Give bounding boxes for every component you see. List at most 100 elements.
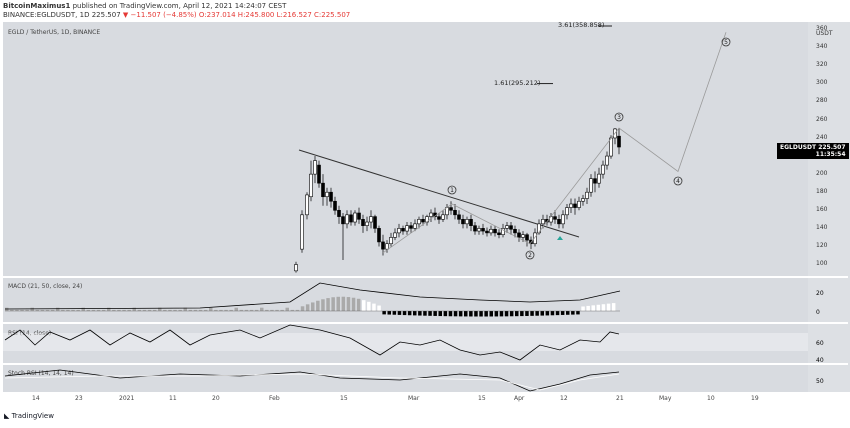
macd-histogram-bar — [280, 309, 284, 311]
macd-histogram-bar — [407, 311, 412, 316]
macd-histogram-bar — [56, 307, 60, 311]
macd-histogram-bar — [576, 311, 580, 315]
macd-histogram-bar — [382, 311, 386, 315]
candle-body — [325, 191, 329, 198]
candle-body — [525, 234, 529, 241]
price-tick: 300 — [816, 79, 828, 87]
candle-body — [481, 228, 485, 232]
macd-histogram-bar — [601, 304, 606, 311]
candle-body — [305, 194, 309, 216]
candle-body — [437, 216, 441, 220]
candle-body — [469, 219, 473, 226]
candle-body — [497, 232, 501, 235]
macd-histogram-bar — [443, 311, 448, 317]
macd-histogram-bar — [61, 309, 65, 311]
macd-histogram-bar — [326, 298, 330, 311]
macd-histogram-bar — [346, 297, 351, 311]
candle-body — [461, 219, 465, 225]
macd-histogram-bar — [81, 307, 85, 311]
macd-histogram-bar — [571, 311, 575, 315]
price-tick: 200 — [816, 169, 828, 177]
macd-histogram-bar — [418, 311, 422, 316]
candle-body — [577, 200, 581, 208]
wave-label-text: 3 — [617, 114, 621, 121]
candle-body — [429, 212, 433, 217]
price-tick: 320 — [816, 61, 828, 69]
macd-label[interactable]: MACD (21, 50, close, 24) — [8, 283, 83, 290]
candle-body — [457, 214, 461, 220]
wave-label-text: 4 — [676, 178, 680, 185]
candle-body — [300, 214, 304, 250]
macd-histogram-bar — [464, 311, 468, 317]
time-tick: 10 — [707, 395, 715, 402]
header-line-2: BINANCE:EGLDUSDT, 1D 225.507 ▼ −11.507 (… — [3, 11, 350, 19]
logo-icon: ◣ — [4, 412, 10, 420]
candle-body — [294, 264, 298, 272]
macd-histogram-bar — [566, 311, 570, 315]
wave-label-circle — [673, 176, 683, 186]
macd-histogram-bar — [397, 311, 402, 315]
candle-body — [349, 214, 353, 223]
wave-label-text: 1 — [450, 187, 454, 194]
price-axis[interactable]: USDT 36034032030028026024022020018016014… — [808, 22, 850, 392]
price-tag: EGLDUSDT 225.507 11:35:54 — [777, 143, 849, 159]
macd-histogram-bar — [270, 309, 274, 311]
rsi-label[interactable]: RSI (14, close) — [8, 330, 52, 337]
macd-histogram-bar — [474, 311, 478, 317]
macd-histogram-bar — [555, 311, 560, 316]
macd-histogram-bar — [275, 309, 279, 311]
macd-histogram-bar — [30, 307, 34, 311]
macd-line — [4, 282, 621, 310]
time-tick: 19 — [751, 395, 759, 402]
macd-histogram-bar — [606, 303, 611, 311]
macd-histogram-bar — [147, 309, 152, 311]
candle-body — [401, 228, 405, 232]
elliott-wave-path — [382, 32, 727, 254]
chart-title: EGLD / TetherUS, 1D, BINANCE — [8, 29, 101, 36]
time-tick: Apr — [514, 395, 525, 402]
price-tick: 120 — [816, 242, 828, 250]
macd-histogram-bar — [107, 307, 111, 311]
candle-body — [485, 230, 489, 234]
macd-histogram-bar — [550, 311, 555, 316]
candle-body — [593, 178, 597, 184]
chart-area[interactable] — [3, 22, 808, 392]
macd-histogram-bar — [163, 309, 167, 311]
candle-body — [449, 207, 453, 211]
currency-label: USDT — [816, 30, 833, 37]
candle-body — [441, 214, 445, 220]
time-axis[interactable]: 14 23 2021 11 20 Feb 15 Mar 15 Apr 12 21 May 10 19 — [3, 392, 850, 406]
candle-body — [317, 164, 321, 184]
last-price: 225.507 — [91, 11, 121, 19]
candle-body — [333, 200, 337, 211]
wave-label-circle — [447, 185, 457, 195]
macd-histogram-bar — [101, 309, 106, 311]
macd-histogram-bar — [504, 311, 509, 317]
candle-body — [313, 160, 317, 175]
time-tick: 12 — [560, 395, 568, 402]
macd-histogram-bar — [142, 309, 147, 311]
macd-histogram-bar — [515, 311, 519, 317]
candle-body — [537, 223, 541, 234]
macd-histogram-bar — [479, 311, 483, 317]
candle-body — [413, 223, 417, 229]
fib-label-upper: 3.61(358.858) — [558, 21, 605, 29]
pane-separator[interactable] — [3, 276, 848, 278]
publish-info: published on TradingView.com, April 12, … — [72, 2, 287, 10]
macd-histogram-bar — [203, 309, 208, 311]
pane-separator[interactable] — [3, 322, 848, 324]
macd-histogram-bar — [173, 309, 177, 311]
tradingview-logo[interactable]: ◣ TradingView — [4, 412, 54, 420]
time-tick: 15 — [478, 395, 486, 402]
pane-separator[interactable] — [3, 363, 848, 365]
candle-body — [605, 155, 609, 166]
candle-body — [329, 191, 333, 202]
time-tick: 11 — [169, 395, 177, 402]
indicator-tick: 50 — [816, 378, 824, 385]
stoch-label[interactable]: Stoch RSI (14, 14, 14) — [8, 370, 74, 377]
candle-body — [589, 178, 593, 193]
publisher-name[interactable]: BitcoinMaximus1 — [3, 2, 71, 10]
macd-histogram-bar — [484, 311, 488, 317]
candle-body — [421, 219, 425, 223]
macd-histogram-bar — [591, 305, 595, 311]
